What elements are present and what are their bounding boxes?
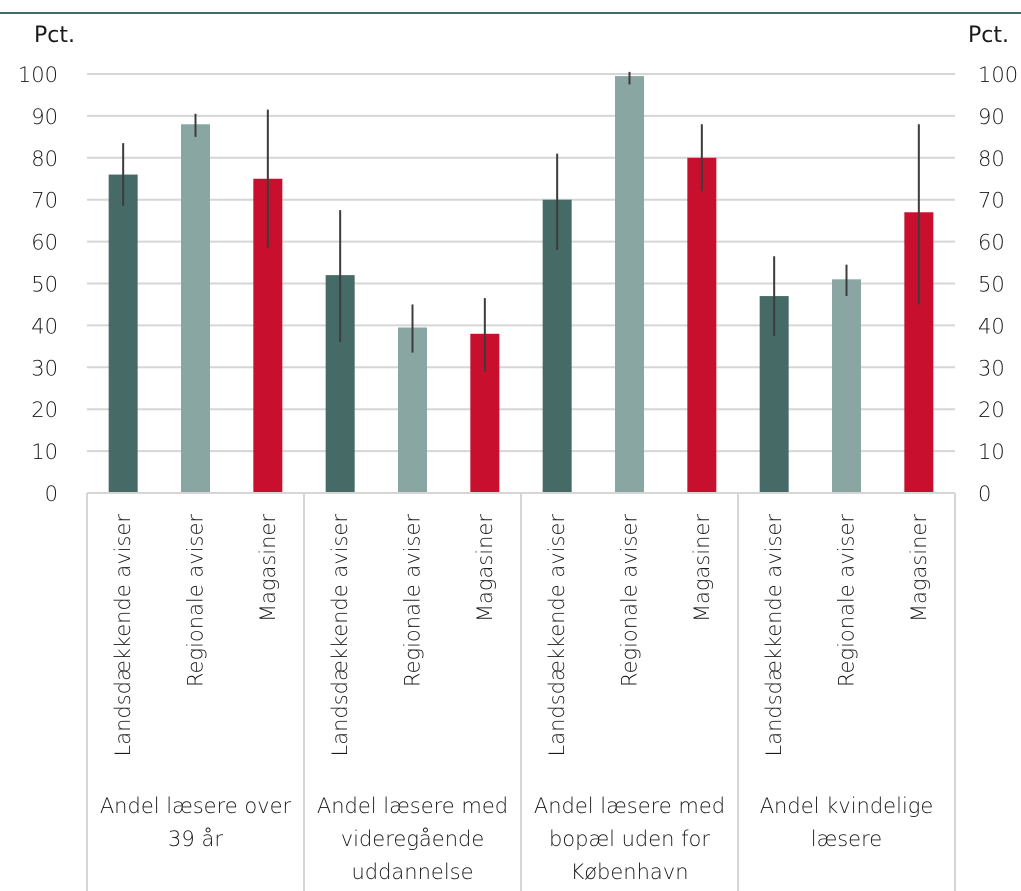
y-tick-label-left: 10 [31,440,58,464]
bar [181,124,210,493]
right-axis-unit: Pct. [968,23,1009,48]
category-label: Regionale aviser [184,514,208,687]
y-tick-label-left: 90 [31,105,58,129]
group-label-line: Andel kvindelige [760,794,934,818]
y-tick-label-left: 60 [31,231,58,255]
group-label-line: læsere [811,827,882,851]
category-label: Magasiner [690,514,714,622]
y-tick-label-right: 70 [978,189,1005,213]
group-label: Andel kvindelige læsere [760,794,934,851]
group-label-line: 39 år [168,827,223,851]
y-tick-label-left: 70 [31,189,58,213]
error-bars [122,71,920,372]
category-label: Landsdækkende aviser [762,514,786,757]
y-tick-label-right: 10 [978,440,1005,464]
group-label-line: København [570,860,688,884]
y-tick-label-right: 0 [978,482,991,506]
y-tick-label-right: 30 [978,356,1005,380]
y-tick-label-right: 80 [978,147,1005,171]
y-tick-label-left: 0 [45,482,58,506]
category-label: Magasiner [256,514,280,622]
group-label-line: uddannelse [351,860,473,884]
group-label-line: Andel læsere med [534,794,725,818]
left-axis-unit: Pct. [34,23,75,48]
group-label-line: bopæl uden for [549,827,710,851]
bar [398,327,427,493]
group-label: Andel læsere over 39 år [100,794,292,851]
bar [832,279,861,493]
y-tick-label-right: 20 [978,398,1005,422]
category-label: Landsdækkende aviser [545,514,569,757]
group-label-line: Andel læsere over [100,794,292,818]
category-label: Regionale aviser [835,514,859,687]
y-tick-label-right: 100 [978,63,1018,87]
gridlines [87,73,955,453]
y-axis-right: 0 10 20 30 40 50 60 70 80 90 100 [978,63,1018,506]
y-tick-label-left: 80 [31,147,58,171]
category-label: Magasiner [907,514,931,622]
category-label: Landsdækkende aviser [328,514,352,757]
category-label: Regionale aviser [618,514,642,687]
y-tick-label-left: 100 [18,63,58,87]
category-label: Regionale aviser [401,514,425,687]
x-axis: Landsdækkende aviser Regionale aviser Maga… [86,492,956,891]
y-tick-label-right: 50 [978,273,1005,297]
y-tick-label-left: 40 [31,314,58,338]
y-axis-left: 0 10 20 30 40 50 60 70 80 90 100 [18,63,58,506]
bar [108,174,138,493]
group-label: Andel læsere med bopæl uden for København [534,794,725,884]
y-tick-label-right: 40 [978,314,1005,338]
bar [687,157,717,494]
y-tick-label-right: 60 [978,231,1005,255]
group-label-line: videregående [341,827,485,851]
bars [108,76,934,494]
y-tick-label-right: 90 [978,105,1005,129]
top-rule [0,0,1021,14]
y-tick-label-left: 50 [31,273,58,297]
group-label-line: Andel læsere med [317,794,508,818]
y-tick-label-left: 30 [31,356,58,380]
category-label: Magasiner [473,514,497,622]
bar [615,76,644,493]
category-label: Landsdækkende aviser [111,514,135,757]
y-tick-label-left: 20 [31,398,58,422]
group-label: Andel læsere med videregående uddannelse [317,794,508,884]
